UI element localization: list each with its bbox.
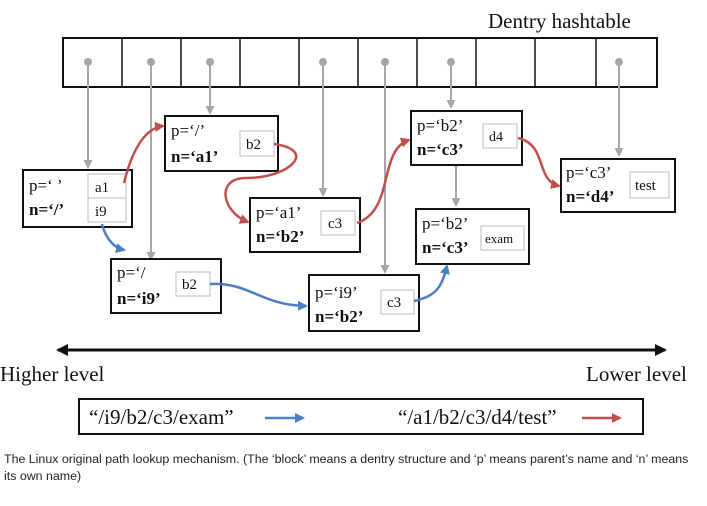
red-lookup-path	[122, 121, 561, 225]
root-entry-i9: i9	[95, 204, 107, 220]
blue-lookup-path	[100, 223, 450, 311]
root-name: n=‘/’	[29, 200, 64, 219]
b2-c3-entry: d4	[489, 130, 503, 145]
i9-name: n=‘i9’	[117, 289, 161, 308]
dentry-root: p=‘ ’ n=‘/’ a1 i9	[22, 169, 133, 228]
dentry-i9-b2: p=‘i9’ n=‘b2’ c3	[308, 274, 420, 332]
i9-b2-parent: p=‘i9’	[315, 283, 358, 302]
dentry-b2-c3: p=‘b2’ n=‘c3’ d4	[410, 110, 523, 166]
exam-name: n=‘c3’	[422, 238, 469, 257]
c3-d4-name: n=‘d4’	[566, 187, 614, 206]
b2-c3-name: n=‘c3’	[417, 140, 464, 159]
c3-d4-entry: test	[635, 178, 657, 194]
a1-name: n=‘a1’	[171, 147, 218, 166]
b2-c3-parent: p=‘b2’	[417, 116, 463, 135]
root-entry-a1: a1	[95, 180, 109, 196]
exam-entry: exam	[485, 231, 513, 246]
root-parent: p=‘ ’	[29, 176, 63, 195]
a1-b2-parent: p=‘a1’	[256, 203, 301, 222]
dentry-i9: p=‘/ n=‘i9’ b2	[110, 258, 222, 314]
level-axis: Higher level Lower level	[0, 344, 687, 386]
a1-b2-name: n=‘b2’	[256, 227, 304, 246]
dentry-b2-c3-exam: p=‘b2’ n=‘c3’ exam	[415, 208, 530, 265]
figure-caption: The Linux original path lookup mechanism…	[4, 452, 689, 483]
higher-level-label: Higher level	[0, 362, 105, 386]
exam-parent: p=‘b2’	[422, 214, 468, 233]
legend-red-path: “/a1/b2/c3/d4/test”	[398, 405, 557, 429]
legend-blue-path: “/i9/b2/c3/exam”	[89, 405, 234, 429]
i9-entry: b2	[182, 277, 197, 293]
a1-entry: b2	[246, 137, 261, 153]
bucket-pointers	[83, 58, 624, 274]
legend: “/i9/b2/c3/exam” “/a1/b2/c3/d4/test”	[78, 398, 644, 435]
dentry-a1: p=‘/’ n=‘a1’ b2	[164, 115, 279, 172]
i9-b2-name: n=‘b2’	[315, 307, 363, 326]
dentry-hashtable	[62, 37, 658, 88]
c3-d4-parent: p=‘c3’	[566, 163, 611, 182]
dentry-a1-b2: p=‘a1’ n=‘b2’ c3	[249, 197, 361, 253]
lower-level-label: Lower level	[586, 362, 687, 386]
a1-b2-entry: c3	[328, 216, 342, 232]
hashtable-title: Dentry hashtable	[488, 9, 631, 33]
a1-parent: p=‘/’	[171, 121, 205, 140]
dentry-c3-d4: p=‘c3’ n=‘d4’ test	[560, 158, 676, 213]
i9-b2-entry: c3	[387, 295, 401, 311]
i9-parent: p=‘/	[117, 263, 146, 282]
